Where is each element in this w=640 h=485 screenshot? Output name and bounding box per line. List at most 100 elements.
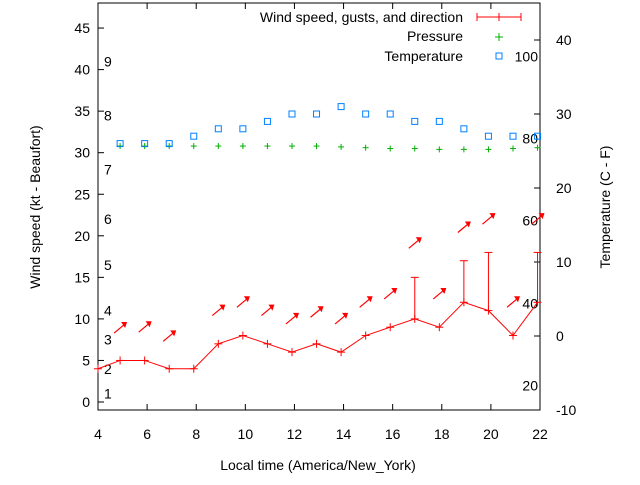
temperature-point [435, 117, 443, 125]
temperature-point [386, 110, 394, 118]
pressure-point [288, 143, 295, 150]
temperature-point [239, 125, 247, 133]
temperature-point [263, 117, 271, 125]
wind-speed-line [97, 301, 538, 370]
y-tick-label: 40 [74, 62, 90, 78]
pressure-point [509, 145, 516, 152]
wind-direction-arrow [334, 312, 349, 325]
arrow-head [342, 312, 349, 319]
pressure-point [215, 143, 222, 150]
wind-speed-point [116, 356, 125, 365]
pressure-point [117, 143, 124, 150]
wind-speed-point [263, 339, 272, 348]
pressure-point [362, 144, 369, 151]
beaufort-label: 8 [104, 107, 112, 123]
x-tick-label: 12 [287, 426, 303, 442]
arrow-head [219, 304, 226, 311]
arrow-head [121, 322, 128, 329]
wind-speed-point [214, 339, 223, 348]
wind-speed-point [312, 339, 321, 348]
y-tick-label: 15 [74, 269, 90, 285]
wind-direction-arrow [285, 312, 299, 325]
arrow-head [145, 321, 152, 328]
pressure-point [190, 143, 197, 150]
pressure-point [460, 146, 467, 153]
temperature-point [534, 132, 542, 140]
wind-speed-point [189, 364, 198, 373]
y-tick-label: 30 [74, 145, 90, 161]
pressure-point [436, 146, 443, 153]
wind-speed-point [287, 348, 296, 357]
beaufort-label: 5 [104, 257, 112, 273]
beaufort-label: 2 [104, 361, 112, 377]
temperature-point [313, 110, 321, 118]
plot-border [97, 2, 541, 411]
pressure-point [239, 143, 246, 150]
y2-tick-label: -10 [556, 402, 576, 418]
fahrenheit-label: 40 [522, 295, 538, 311]
temperature-point [411, 117, 419, 125]
arrow-head [366, 296, 373, 303]
arrow-head [464, 221, 471, 228]
temperature-point [337, 103, 345, 111]
y-tick-label: 0 [82, 394, 90, 410]
x-tick-label: 18 [434, 426, 450, 442]
wind-speed-point [337, 348, 346, 357]
wind-direction-arrow [482, 213, 496, 225]
wind-direction-arrow [383, 287, 398, 300]
fahrenheit-label: 60 [522, 213, 538, 229]
legend-temperature-sample [495, 52, 503, 60]
x-tick-label: 10 [238, 426, 254, 442]
arrow-head [292, 312, 299, 319]
wind-direction-arrow [261, 304, 275, 317]
y2-tick-label: 10 [556, 254, 572, 270]
pressure-point [485, 146, 492, 153]
wind-speed-point [386, 323, 395, 332]
x-tick-label: 22 [532, 426, 548, 442]
arrow-head [440, 287, 447, 294]
temperature-point [362, 110, 370, 118]
wind-direction-arrow [359, 296, 373, 308]
legend-wind-sample [476, 13, 522, 21]
beaufort-label: 3 [104, 332, 112, 348]
arrow-head [317, 306, 324, 313]
legend-label-temperature: Temperature [384, 48, 463, 64]
pressure-point [141, 143, 148, 150]
wind-direction-arrow [211, 304, 226, 317]
y-tick-label: 25 [74, 186, 90, 202]
beaufort-label: 7 [104, 161, 112, 177]
wind-direction-arrow [408, 237, 422, 249]
legend-pressure-sample [495, 33, 503, 41]
temperature-point [484, 132, 492, 140]
x-tick-label: 4 [94, 426, 102, 442]
arrow-head [170, 330, 177, 337]
beaufort-label: 1 [104, 386, 112, 402]
wind-direction-arrow [432, 287, 447, 300]
y-tick-label: 5 [82, 352, 90, 368]
x-tick-label: 14 [336, 426, 352, 442]
arrow-head [268, 304, 275, 311]
pressure-point [264, 143, 271, 150]
wind-direction-arrow [310, 306, 324, 318]
y-axis-label: Wind speed (kt - Beaufort) [27, 125, 43, 288]
wind-speed-point [361, 331, 370, 340]
temperature-point [460, 125, 468, 133]
pressure-point [387, 145, 394, 152]
fahrenheit-label: 100 [515, 48, 539, 64]
wind-direction-arrow [457, 221, 471, 233]
pressure-point [534, 144, 541, 151]
temperature-point [165, 140, 173, 148]
wind-direction-arrow [162, 330, 177, 342]
pressure-point [411, 145, 418, 152]
arrow-head [391, 287, 398, 294]
x-tick-label: 8 [192, 426, 200, 442]
wind-direction-arrow [236, 296, 250, 308]
arrow-head [243, 296, 250, 303]
legend-label-wind: Wind speed, gusts, and direction [260, 9, 463, 25]
temperature-point [214, 125, 222, 133]
y2-tick-label: 30 [556, 106, 572, 122]
pressure-point [166, 143, 173, 150]
pressure-point [338, 143, 345, 150]
temperature-point [141, 140, 149, 148]
